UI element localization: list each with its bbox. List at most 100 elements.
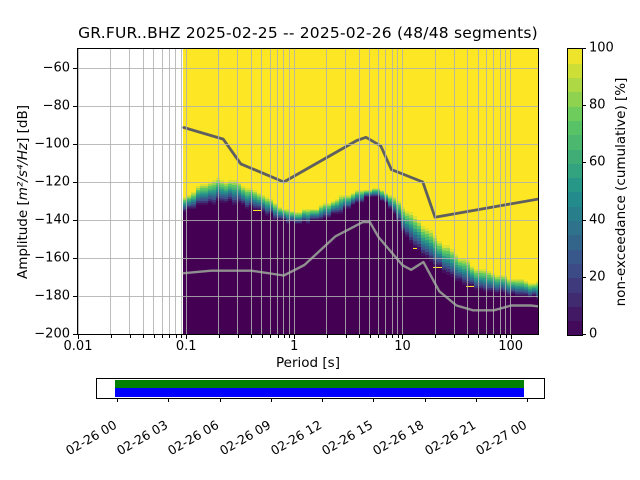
heat-column-band — [277, 206, 282, 220]
timeline-date-label: 02-26 06 — [165, 417, 222, 459]
gridline-x — [453, 49, 455, 334]
colorbar-step — [568, 192, 582, 207]
heat-column-floor — [298, 223, 303, 334]
heat-column-band — [396, 201, 401, 222]
heat-column-floor — [265, 216, 270, 334]
heat-column-floor — [408, 242, 413, 334]
colorbar-tick-label: 80 — [589, 97, 606, 113]
gridline-x — [358, 49, 360, 334]
tick-mark — [378, 335, 380, 338]
gridline-y — [78, 67, 538, 69]
timeline-tick-mark — [270, 398, 272, 402]
tick-mark — [289, 335, 291, 338]
gridline-x — [218, 49, 220, 334]
gridline-x — [78, 49, 79, 334]
heat-column-floor — [334, 214, 340, 334]
colorbar-step — [568, 91, 582, 107]
x-tick-label: 100 — [498, 339, 524, 354]
heat-column-floor — [494, 294, 499, 334]
heat-column-floor — [187, 208, 192, 334]
gridline-x — [161, 49, 163, 334]
gridline-x — [168, 49, 170, 334]
colorbar-step — [568, 49, 582, 64]
timeline-date-label: 02-26 12 — [267, 417, 324, 459]
heat-column-floor — [515, 296, 520, 334]
heat-column-band — [380, 189, 385, 201]
heat-column-floor — [380, 201, 385, 334]
timeline-date-label: 02-26 18 — [370, 417, 427, 459]
heat-column-band — [199, 183, 204, 205]
heat-column-band — [306, 208, 311, 224]
heat-column-band — [462, 258, 467, 285]
heat-column-band — [486, 271, 491, 293]
tick-mark — [73, 258, 77, 259]
heat-column-floor — [511, 294, 516, 334]
heat-column-floor — [277, 220, 282, 334]
tick-mark — [186, 335, 188, 339]
tick-mark — [73, 182, 77, 183]
colorbar-step — [568, 206, 582, 222]
heat-column-band — [441, 244, 446, 274]
heat-column-floor — [527, 297, 532, 334]
heat-column-floor — [314, 220, 319, 334]
heat-column-band — [425, 227, 430, 258]
heat-column-floor — [216, 201, 221, 334]
heat-column-band — [302, 208, 307, 222]
gridline-y — [78, 181, 538, 183]
gridline-x — [293, 49, 295, 334]
colorbar-step — [568, 263, 582, 279]
heat-column-band — [257, 193, 262, 211]
heat-column-band — [478, 269, 483, 291]
heat-column-band — [527, 282, 532, 298]
heat-column-floor — [207, 202, 212, 334]
tick-mark — [73, 220, 77, 221]
heat-column-band — [445, 244, 450, 276]
heat-column-floor — [498, 292, 504, 334]
gridlines — [78, 49, 538, 334]
heat-column-band — [482, 269, 487, 293]
heat-column-floor — [343, 208, 348, 334]
heat-column-band — [339, 195, 344, 215]
heat-column-band — [232, 180, 237, 205]
heat-column-floor — [289, 221, 294, 334]
gridline-y — [78, 143, 538, 145]
y-tick-label: −100 — [34, 136, 70, 152]
heat-column-floor — [310, 220, 315, 334]
heat-column-floor — [486, 292, 491, 334]
heat-column-band — [408, 212, 413, 243]
heat-column-band — [519, 278, 524, 296]
heat-column-floor — [392, 214, 397, 334]
tick-mark — [505, 335, 507, 338]
timeline-tick-mark — [475, 398, 477, 402]
heat-column-floor — [462, 284, 467, 334]
timeline-date-label: 02-26 00 — [62, 417, 119, 459]
heat-column-band — [343, 195, 348, 209]
tick-mark — [143, 335, 145, 338]
gridline-x — [345, 49, 347, 334]
y-axis-label-part: Amplitude [ — [15, 200, 31, 280]
y-tick-label: −160 — [34, 250, 70, 266]
gridline-x — [505, 49, 507, 334]
page-title: GR.FUR..BHZ 2025-02-25 -- 2025-02-26 (48… — [78, 24, 538, 42]
gridline-x — [110, 49, 112, 334]
heat-column-band — [322, 202, 327, 219]
tick-mark — [129, 335, 131, 338]
tick-mark — [73, 68, 77, 69]
colorbar-step — [568, 77, 582, 93]
heat-column-band — [466, 259, 471, 287]
gridline-x — [277, 49, 279, 334]
gridline-x — [129, 49, 131, 334]
heat-column-band — [494, 275, 499, 295]
heat-column-band — [289, 210, 294, 222]
gridline-x — [493, 49, 495, 334]
heat-column-floor — [388, 208, 393, 334]
tick-mark — [237, 335, 239, 338]
heat-column-band — [404, 210, 409, 238]
tick-mark — [454, 335, 456, 338]
heat-column-band — [326, 202, 331, 219]
heat-column-floor — [211, 204, 217, 334]
gridline-x — [142, 49, 144, 334]
colorbar-tick-mark — [583, 162, 586, 164]
heat-column-band — [449, 248, 454, 277]
colorbar-step — [568, 134, 582, 150]
